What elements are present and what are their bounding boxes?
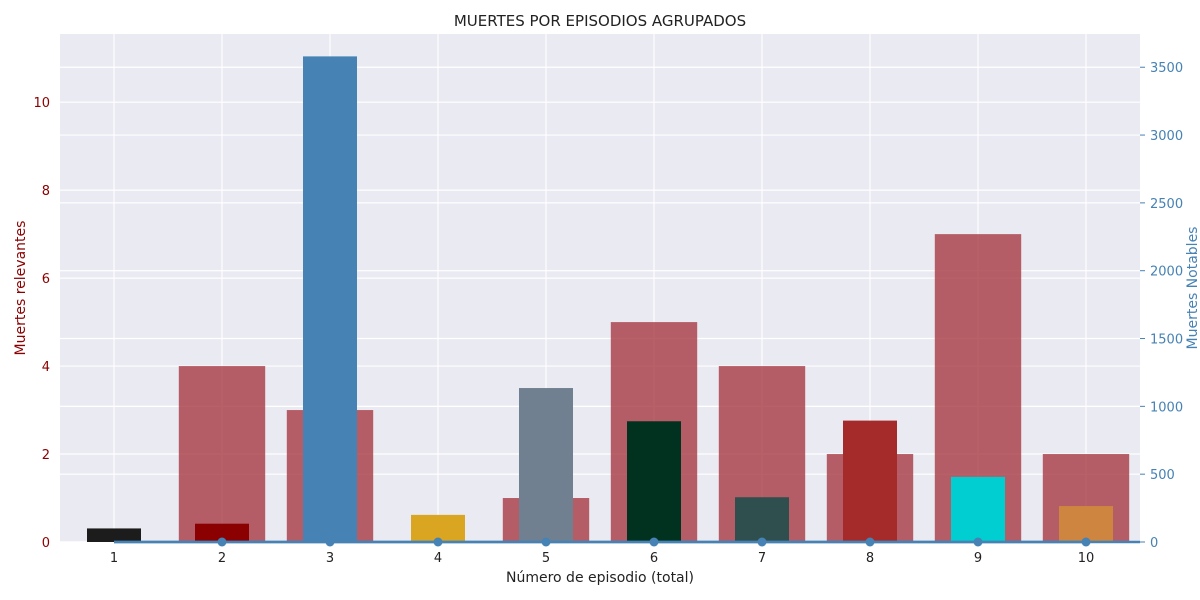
x-tick-label: 9 xyxy=(974,551,982,566)
y2-tick-label: 500 xyxy=(1150,468,1175,483)
bar-muertes-notables-9 xyxy=(951,476,1005,542)
bar-muertes-relevantes-2 xyxy=(178,366,266,542)
chart-title: MUERTES POR EPISODIOS AGRUPADOS xyxy=(454,12,746,30)
line-point-4 xyxy=(433,537,443,547)
bar-muertes-notables-2 xyxy=(195,523,249,542)
y-tick-label: 0 xyxy=(42,536,50,551)
y2-axis-label: Muertes Notables xyxy=(1185,227,1200,350)
x-tick-label: 10 xyxy=(1078,551,1095,566)
x-tick-label: 2 xyxy=(218,551,226,566)
x-tick-label: 3 xyxy=(326,551,334,566)
bar-muertes-notables-7 xyxy=(735,497,789,542)
line-point-6 xyxy=(649,537,659,547)
line-point-3 xyxy=(325,537,335,547)
line-point-2 xyxy=(217,537,227,547)
x-tick-label: 4 xyxy=(434,551,442,566)
y-tick-label: 6 xyxy=(42,272,50,287)
y-tick-label: 8 xyxy=(42,184,50,199)
line-series xyxy=(114,537,1140,547)
x-ticks: 1 2 3 4 5 6 7 8 9 10 xyxy=(110,551,1094,566)
x-tick-label: 8 xyxy=(866,551,874,566)
y2-tick-label: 3000 xyxy=(1150,129,1183,144)
y2-tick-label: 2500 xyxy=(1150,197,1183,212)
y-tick-label: 4 xyxy=(42,360,50,375)
x-tick-label: 6 xyxy=(650,551,658,566)
y2-ticks: 0 500 1000 1500 2000 2500 3000 3500 xyxy=(1140,61,1183,551)
narrow-bars xyxy=(87,56,1113,543)
y-tick-label: 10 xyxy=(33,96,50,111)
x-axis-label: Número de episodio (total) xyxy=(506,570,694,586)
x-tick-label: 7 xyxy=(758,551,766,566)
bar-muertes-notables-3 xyxy=(303,56,357,543)
x-tick-label: 5 xyxy=(542,551,550,566)
line-point-5 xyxy=(541,537,551,547)
line-point-10 xyxy=(1081,537,1091,547)
y-ticks: 0 2 4 6 8 10 xyxy=(33,96,50,551)
bar-muertes-notables-10 xyxy=(1059,506,1113,542)
y-tick-label: 2 xyxy=(42,448,50,463)
y2-tick-label: 0 xyxy=(1150,536,1158,551)
bar-muertes-notables-8 xyxy=(843,420,897,542)
bar-muertes-notables-1 xyxy=(87,528,141,542)
y2-tick-label: 3500 xyxy=(1150,61,1183,76)
line-point-8 xyxy=(865,537,875,547)
y-axis-label: Muertes relevantes xyxy=(13,221,29,356)
bar-muertes-notables-4 xyxy=(411,514,465,542)
line-point-7 xyxy=(757,537,767,547)
y2-tick-label: 1500 xyxy=(1150,333,1183,348)
bar-muertes-notables-6 xyxy=(627,421,681,542)
bar-muertes-notables-5 xyxy=(519,388,573,542)
x-tick-label: 1 xyxy=(110,551,118,566)
y2-tick-label: 2000 xyxy=(1150,265,1183,280)
line-point-9 xyxy=(973,537,983,547)
y2-tick-label: 1000 xyxy=(1150,400,1183,415)
